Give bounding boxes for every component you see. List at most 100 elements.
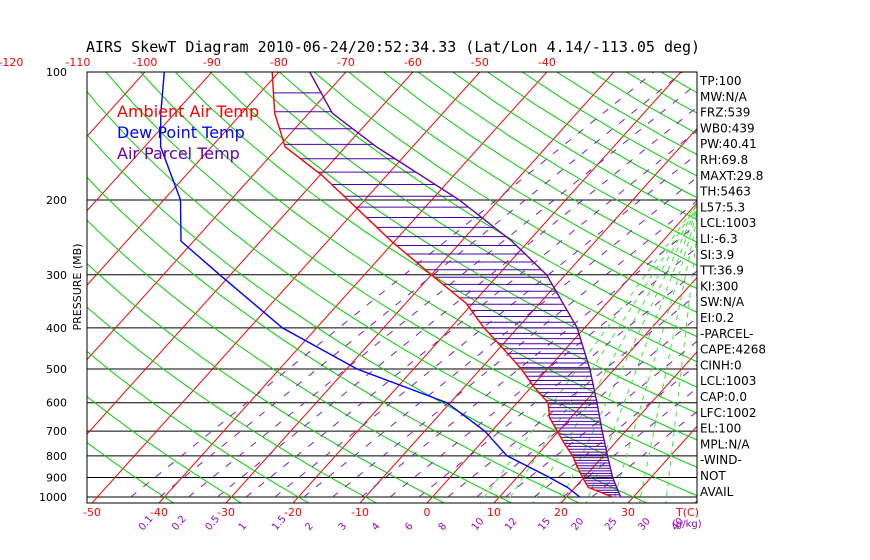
bottom-temp-unit-label: T(C) bbox=[675, 506, 699, 519]
index-label: TH:5463 bbox=[699, 185, 751, 199]
y-axis-label: PRESSURE (MB) bbox=[71, 244, 84, 331]
dry-adiabat-line bbox=[382, 72, 697, 266]
dry-adiabat-line bbox=[660, 72, 697, 94]
mixing-ratio-line bbox=[591, 410, 697, 498]
mixing-ratio-tick-label: 15 bbox=[536, 516, 553, 533]
bottom-temp-tick-label: 0 bbox=[424, 506, 431, 519]
dry-adiabat-line bbox=[815, 63, 870, 507]
dry-adiabat-line bbox=[87, 90, 697, 497]
index-label: CINH:0 bbox=[700, 358, 742, 372]
dry-adiabat-line bbox=[139, 72, 697, 441]
mixing-ratio-line bbox=[562, 387, 697, 498]
dry-adiabat-line bbox=[243, 72, 697, 363]
dry-adiabat-line bbox=[278, 72, 697, 338]
bottom-temp-tick-label: 30 bbox=[621, 506, 635, 519]
index-label: PW:40.41 bbox=[700, 137, 757, 151]
mixing-ratio-tick-label: 30 bbox=[636, 516, 653, 533]
dry-adiabat-line bbox=[781, 63, 870, 507]
mixing-ratio-line bbox=[533, 364, 697, 498]
isotherm-line bbox=[0, 63, 19, 506]
isotherm-line bbox=[225, 72, 615, 503]
top-temp-tick-label: -70 bbox=[337, 56, 355, 69]
isotherm-line bbox=[560, 351, 697, 503]
index-label: MAXT:29.8 bbox=[700, 169, 763, 183]
legend-item: Air Parcel Temp bbox=[117, 144, 240, 163]
pressure-tick-label: 300 bbox=[46, 269, 67, 282]
mixing-ratio-line bbox=[303, 176, 697, 498]
index-label: RH:69.8 bbox=[700, 153, 748, 167]
isotherm-line bbox=[627, 425, 697, 503]
dry-adiabat-line bbox=[747, 63, 870, 507]
isotherm-line bbox=[759, 63, 870, 506]
dry-adiabat-line bbox=[209, 72, 697, 388]
mixing-ratio-tick-label: 1 bbox=[237, 521, 250, 533]
index-label: KI:300 bbox=[700, 279, 738, 293]
moist-adiabat-line bbox=[559, 206, 697, 503]
bottom-temp-tick-label: -30 bbox=[217, 506, 235, 519]
index-label: EI:0.2 bbox=[700, 311, 734, 325]
pressure-tick-label: 800 bbox=[46, 450, 67, 463]
isotherm-line bbox=[158, 72, 548, 503]
index-label: MPL:N/A bbox=[700, 437, 750, 451]
pressure-tick-label: 1000 bbox=[39, 491, 67, 504]
moist-adiabat-line bbox=[532, 204, 697, 503]
index-label: L57:5.3 bbox=[700, 200, 745, 214]
mixing-ratio-tick-label: 6 bbox=[403, 521, 416, 533]
isotherm-line bbox=[826, 63, 870, 506]
pressure-tick-label: 200 bbox=[46, 194, 67, 207]
index-label: WB0:439 bbox=[700, 121, 755, 135]
moist-adiabat-line bbox=[665, 229, 697, 503]
isotherm-line bbox=[87, 72, 213, 212]
dry-adiabat-line bbox=[87, 306, 378, 503]
dry-adiabat-line bbox=[347, 72, 697, 290]
mixing-ratio-tick-label: 8 bbox=[437, 521, 450, 533]
index-label: TP:100 bbox=[699, 74, 742, 88]
legend-item: Dew Point Temp bbox=[117, 123, 245, 142]
index-label: LCL:1003 bbox=[700, 374, 756, 388]
index-label: SW:N/A bbox=[700, 295, 745, 309]
mixing-ratio-tick-label: 4 bbox=[370, 521, 383, 533]
moist-adiabat-line bbox=[612, 210, 697, 503]
mixing-ratio-tick-label: 2 bbox=[303, 521, 316, 533]
bottom-temp-tick-label: -20 bbox=[284, 506, 302, 519]
mixing-ratio-line bbox=[418, 270, 697, 498]
mixing-ratio-tick-label: 20 bbox=[570, 516, 587, 533]
dry-adiabat-line bbox=[87, 219, 513, 503]
bottom-temp-tick-label: 10 bbox=[487, 506, 501, 519]
mixing-ratio-line bbox=[332, 200, 697, 498]
top-temp-tick-label: -60 bbox=[404, 56, 422, 69]
bottom-temp-tick-label: -10 bbox=[351, 506, 369, 519]
mixing-ratio-line bbox=[505, 340, 697, 498]
series-line-3 bbox=[309, 72, 622, 498]
mixing-ratio-line bbox=[130, 72, 655, 498]
dry-adiabat-line bbox=[87, 395, 243, 503]
index-label: CAP:0.0 bbox=[700, 390, 747, 404]
legend-item: Ambient Air Temp bbox=[117, 102, 259, 121]
mixing-ratio-unit-label: (g/kg) bbox=[672, 519, 702, 530]
dry-adiabat-line bbox=[87, 262, 446, 503]
top-temp-tick-label: -80 bbox=[270, 56, 288, 69]
mixing-ratio-tick-label: 12 bbox=[503, 516, 520, 533]
mixing-ratio-tick-label: 10 bbox=[470, 516, 487, 533]
series-line-2 bbox=[159, 72, 581, 498]
series-line-1 bbox=[271, 72, 613, 498]
bottom-temp-tick-label: -50 bbox=[83, 506, 101, 519]
top-temp-tick-label: -90 bbox=[203, 56, 221, 69]
top-temp-tick-label: -120 bbox=[0, 56, 23, 69]
index-label: TT:36.9 bbox=[699, 264, 744, 278]
pressure-tick-label: 700 bbox=[46, 425, 67, 438]
bottom-temp-tick-label: 20 bbox=[554, 506, 568, 519]
dry-adiabat-line bbox=[313, 72, 697, 313]
top-temp-tick-label: -110 bbox=[65, 56, 90, 69]
index-label: AVAIL bbox=[700, 485, 734, 499]
pressure-tick-label: 500 bbox=[46, 363, 67, 376]
dry-adiabat-line bbox=[87, 176, 581, 503]
isotherm-line bbox=[359, 127, 697, 503]
dry-adiabat-line bbox=[87, 350, 310, 503]
pressure-tick-label: 400 bbox=[46, 322, 67, 335]
mixing-ratio-line bbox=[159, 72, 683, 498]
top-temp-tick-label: -50 bbox=[471, 56, 489, 69]
mixing-ratio-line bbox=[476, 317, 697, 498]
index-label: -WIND- bbox=[700, 453, 742, 467]
